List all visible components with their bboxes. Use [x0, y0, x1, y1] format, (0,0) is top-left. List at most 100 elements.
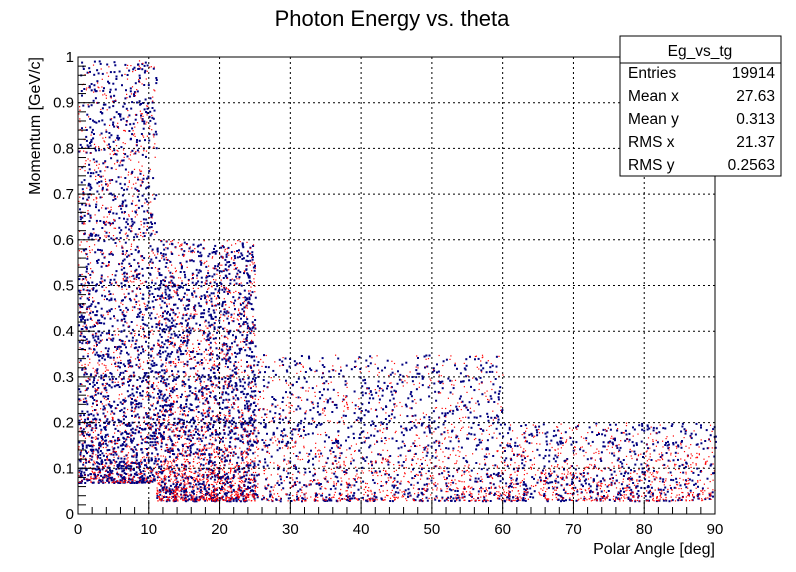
data-point	[384, 437, 387, 439]
data-point	[116, 196, 118, 198]
data-point	[485, 371, 488, 374]
data-point	[101, 391, 103, 393]
data-point	[194, 425, 197, 428]
data-point	[215, 499, 218, 502]
data-point	[178, 430, 181, 433]
data-point	[545, 449, 548, 451]
data-point	[188, 498, 191, 501]
data-point	[449, 391, 452, 394]
data-point	[182, 486, 185, 489]
data-point	[338, 457, 341, 459]
data-point	[85, 89, 87, 91]
data-point	[365, 499, 368, 502]
data-point	[124, 97, 127, 100]
data-point	[112, 222, 114, 225]
data-point	[87, 298, 90, 301]
data-point	[112, 337, 115, 340]
data-point	[406, 415, 409, 418]
data-point	[144, 139, 146, 142]
data-point	[420, 468, 423, 471]
data-point	[362, 480, 365, 483]
data-point	[614, 439, 616, 442]
data-point	[239, 312, 242, 315]
data-point	[184, 276, 187, 279]
data-point	[253, 462, 256, 465]
data-point	[149, 466, 152, 469]
data-point	[224, 288, 227, 291]
data-point	[217, 355, 220, 358]
data-point	[137, 190, 140, 192]
data-point	[151, 385, 154, 388]
data-point	[630, 478, 633, 481]
data-point	[288, 365, 291, 368]
data-point	[148, 331, 151, 334]
data-point	[163, 369, 166, 372]
data-point	[141, 181, 144, 183]
data-point	[371, 464, 373, 467]
data-point	[89, 185, 92, 188]
data-point	[243, 310, 245, 313]
data-point	[192, 260, 195, 263]
data-point	[191, 485, 194, 488]
data-point	[169, 484, 172, 487]
data-point	[254, 404, 257, 407]
data-point	[250, 443, 253, 446]
data-point	[361, 385, 364, 388]
data-point	[212, 309, 215, 312]
data-point	[684, 483, 686, 486]
data-point	[96, 465, 99, 468]
data-point	[88, 292, 90, 294]
data-point	[102, 466, 104, 469]
data-point	[447, 470, 450, 473]
data-point	[589, 489, 592, 492]
data-point	[186, 360, 189, 363]
data-point	[477, 443, 480, 446]
data-point	[110, 410, 113, 413]
data-point	[466, 461, 469, 464]
data-point	[246, 430, 249, 433]
data-point	[355, 419, 358, 421]
data-point	[89, 232, 92, 235]
data-point	[490, 416, 493, 419]
data-point	[103, 322, 106, 325]
data-point	[220, 448, 223, 451]
data-point	[183, 489, 186, 492]
data-point	[142, 322, 145, 325]
data-point	[136, 356, 139, 359]
data-point	[213, 281, 216, 284]
data-point	[138, 199, 141, 202]
data-point	[321, 494, 323, 497]
data-point	[128, 364, 130, 366]
data-point	[638, 424, 641, 427]
data-point	[163, 318, 166, 321]
data-point	[400, 446, 403, 449]
data-point	[131, 127, 134, 130]
data-point	[108, 143, 110, 146]
data-point	[111, 253, 114, 256]
data-point	[190, 250, 193, 253]
data-point	[246, 327, 249, 330]
data-point	[134, 299, 136, 301]
data-point	[86, 306, 89, 309]
data-point	[95, 389, 97, 391]
data-point	[393, 484, 396, 487]
data-point	[456, 435, 459, 438]
data-point	[354, 360, 357, 363]
data-point	[536, 434, 539, 437]
data-point	[281, 360, 284, 363]
data-point	[149, 66, 151, 68]
data-point	[182, 419, 185, 422]
data-point	[175, 388, 178, 390]
data-point	[82, 317, 84, 320]
data-point	[232, 420, 235, 423]
data-point	[239, 384, 242, 387]
data-point	[359, 433, 362, 436]
data-point	[180, 407, 183, 410]
data-point	[90, 140, 93, 143]
data-point	[147, 375, 150, 378]
data-point	[94, 332, 97, 335]
data-point	[609, 423, 612, 426]
data-point	[188, 327, 191, 330]
data-point	[81, 305, 84, 308]
data-point	[554, 479, 557, 482]
